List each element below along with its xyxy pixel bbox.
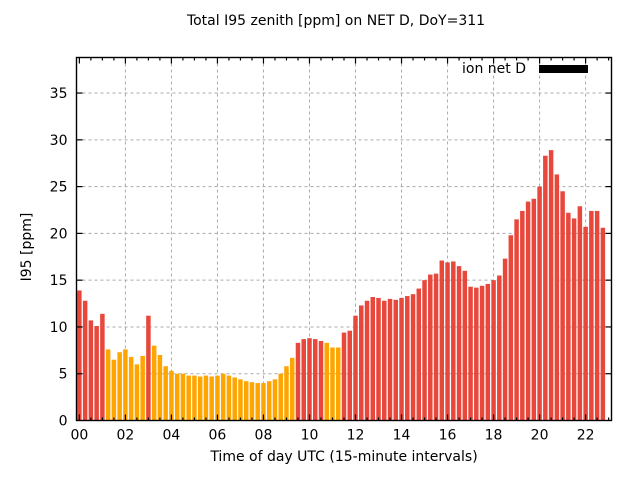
legend-label: ion net D: [462, 61, 526, 77]
y-tick-label: 10: [50, 320, 68, 336]
x-tick-label: 04: [163, 428, 181, 444]
x-tick-label: 06: [209, 428, 227, 444]
y-tick-label: 25: [50, 180, 68, 196]
y-tick-label: 0: [59, 414, 68, 430]
x-axis-label: Time of day UTC (15-minute intervals): [210, 449, 478, 465]
x-tick-label: 22: [577, 428, 595, 444]
x-tick-label: 20: [531, 428, 549, 444]
x-tick-label: 18: [485, 428, 503, 444]
x-tick-label: 00: [70, 428, 88, 444]
chart-title: Total I95 zenith [ppm] on NET D, DoY=311: [186, 13, 486, 29]
x-tick-label: 02: [116, 428, 134, 444]
x-tick-label: 08: [255, 428, 273, 444]
x-tick-label: 12: [347, 428, 365, 444]
y-tick-label: 30: [50, 133, 68, 149]
x-tick-label: 16: [439, 428, 457, 444]
y-tick-label: 35: [50, 86, 68, 102]
legend-swatch: [539, 65, 588, 73]
legend: ion net D: [380, 61, 588, 77]
y-tick-label: 15: [50, 273, 68, 289]
x-tick-label: 14: [393, 428, 411, 444]
y-tick-label: 20: [50, 226, 68, 242]
y-tick-label: 5: [59, 367, 68, 383]
x-tick-label: 10: [301, 428, 319, 444]
